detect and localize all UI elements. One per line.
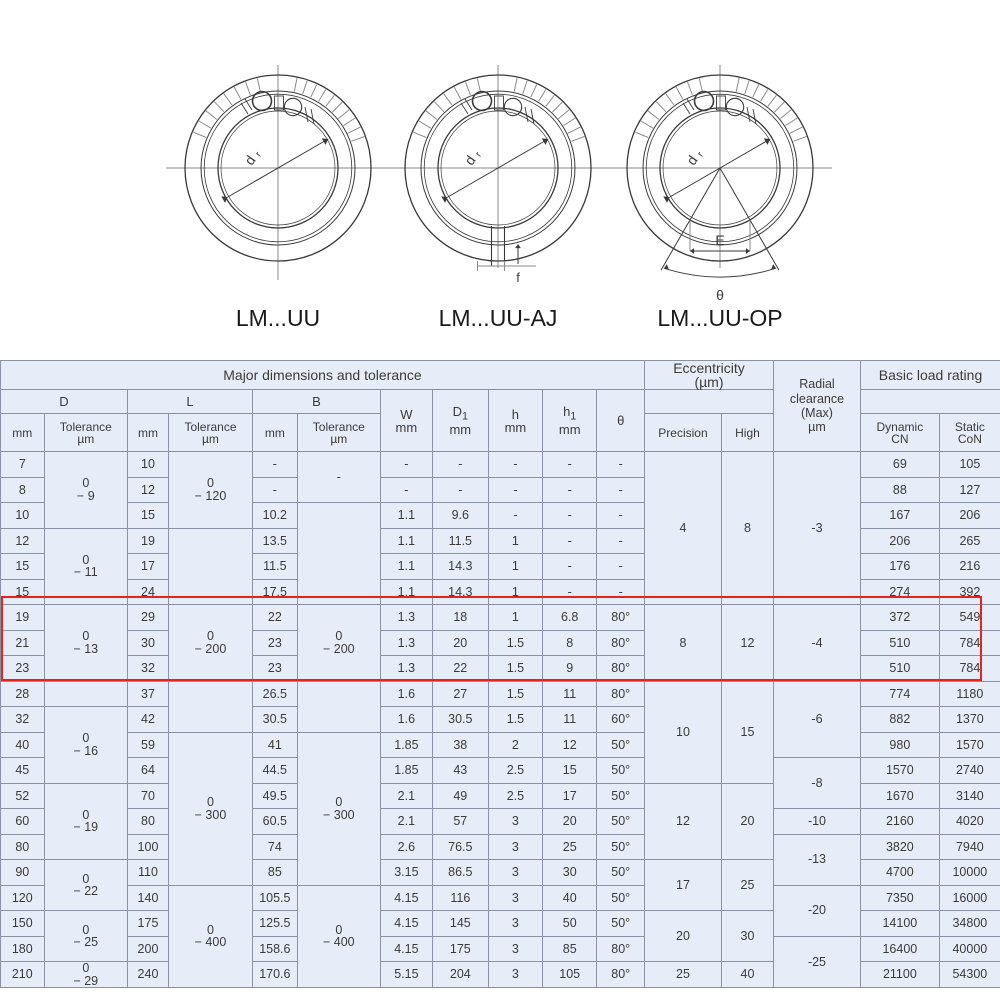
- svg-text:r: r: [695, 150, 706, 160]
- svg-text:f: f: [516, 270, 520, 285]
- svg-text:r: r: [473, 150, 484, 160]
- svg-text:θ: θ: [716, 287, 724, 303]
- svg-text:E: E: [715, 232, 724, 248]
- svg-text:r: r: [253, 150, 264, 160]
